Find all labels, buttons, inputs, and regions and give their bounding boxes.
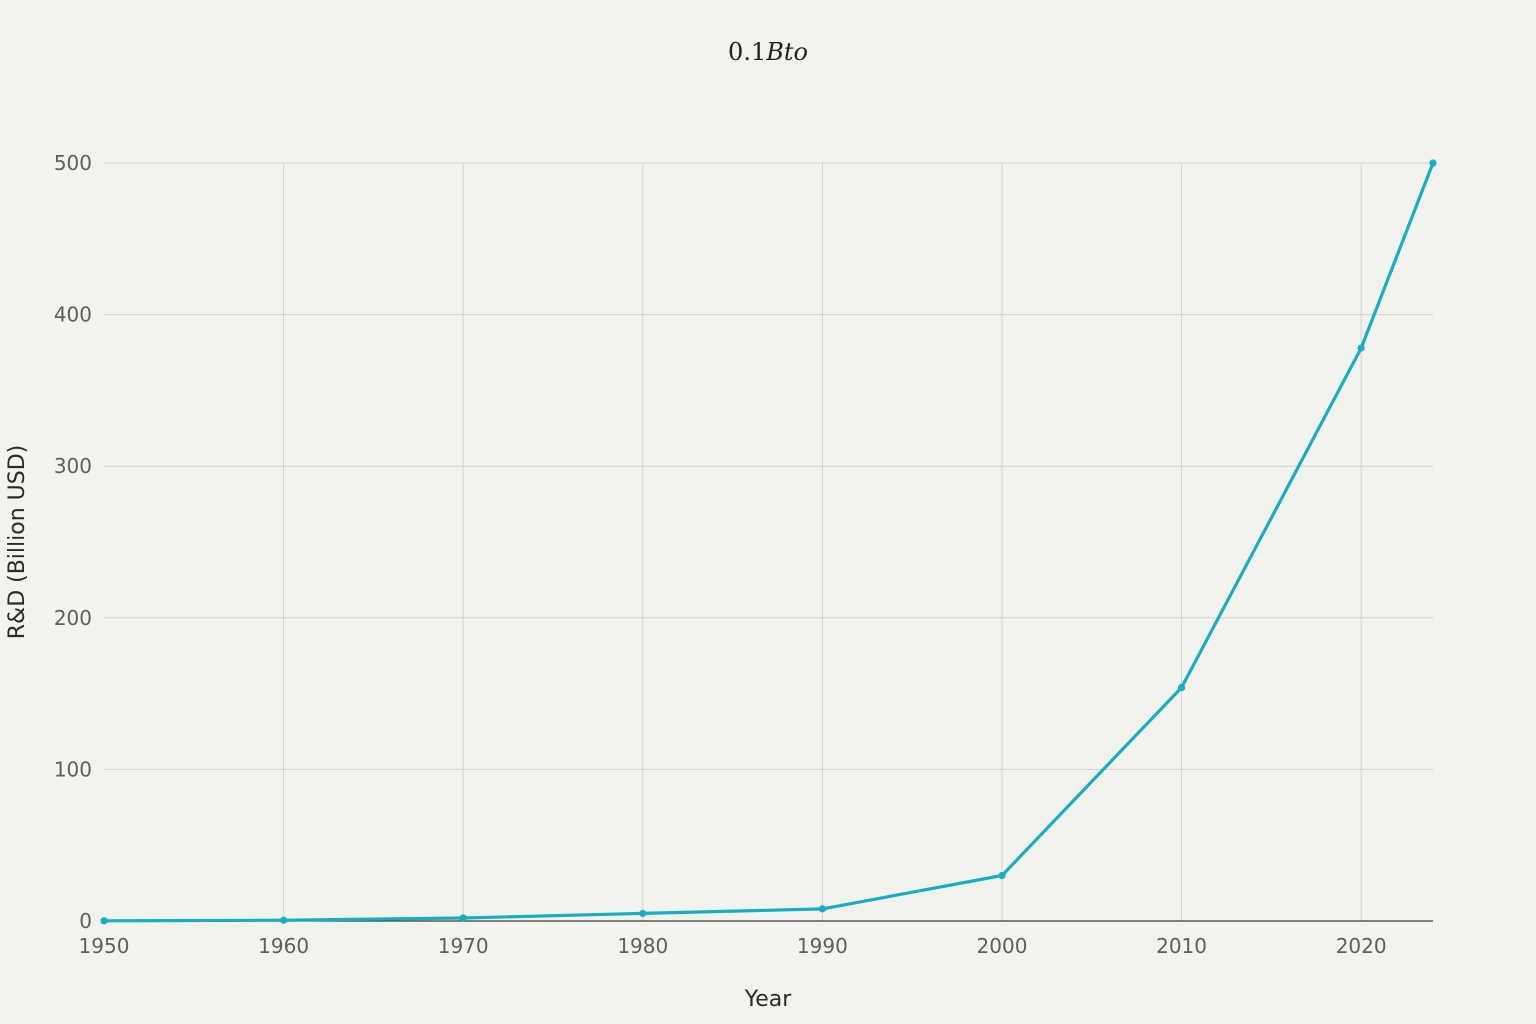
x-tick-label: 2020 (1336, 934, 1387, 958)
data-point[interactable] (998, 871, 1006, 880)
data-point[interactable] (1177, 683, 1186, 692)
x-axis-title: Year (744, 987, 793, 1012)
x-tick-label: 2010 (1156, 934, 1207, 958)
y-tick-label: 400 (54, 303, 92, 327)
x-tick-label: 1980 (617, 934, 668, 958)
data-point[interactable] (459, 914, 467, 922)
y-tick-label: 200 (54, 606, 92, 630)
chart-title: 0.1Bto (728, 38, 808, 66)
data-point[interactable] (818, 905, 826, 913)
data-point[interactable] (1429, 159, 1437, 167)
x-tick-label: 2000 (977, 934, 1028, 958)
series-line (103, 162, 1435, 923)
data-point[interactable] (639, 909, 647, 918)
data-point[interactable] (1357, 344, 1365, 352)
y-tick-label: 0 (79, 909, 92, 933)
y-tick-label: 300 (54, 454, 92, 478)
data-point[interactable] (100, 917, 108, 925)
x-tick-label: 1990 (797, 934, 848, 958)
x-tick-label: 1960 (258, 934, 309, 958)
y-tick-label: 100 (54, 757, 92, 781)
x-tick-label: 1950 (79, 934, 130, 958)
y-tick-label: 500 (54, 151, 92, 175)
y-axis-title: R&D (Billion USD) (5, 445, 30, 640)
data-point[interactable] (279, 916, 288, 924)
x-tick-label: 1970 (438, 934, 489, 958)
